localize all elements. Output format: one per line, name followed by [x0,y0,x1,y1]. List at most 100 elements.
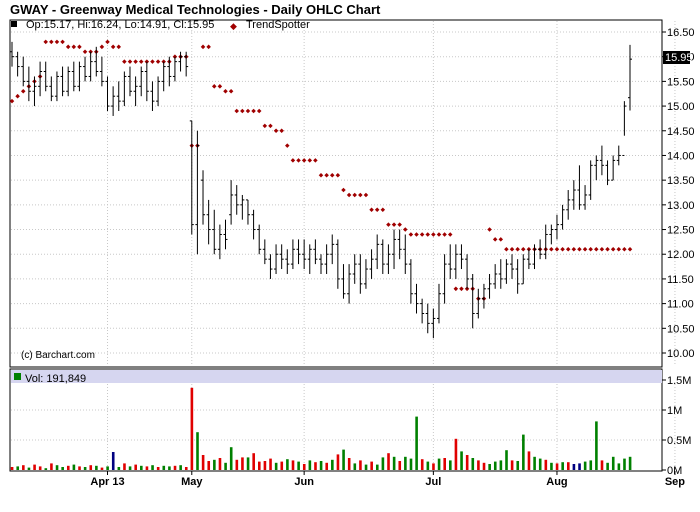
ohlc-bar [245,199,250,225]
volume-bar [606,462,609,470]
ohlc-bar [493,264,498,289]
volume-bar [61,467,64,470]
ohlc-bar [341,264,346,299]
ohlc-bar [195,130,200,255]
ohlc-bar [43,61,48,92]
volume-bar [443,458,446,470]
ohlc-bar [21,56,26,87]
ohlc-bar [49,76,54,102]
volume-bar [449,460,452,470]
ohlc-series [10,41,632,339]
trendspotter-point [155,59,161,64]
volume-bar [454,438,458,470]
volume-bar [128,466,132,470]
ohlc-bar [94,46,99,77]
volume-bar [162,465,166,470]
ohlc-bar [481,283,486,309]
volume-bar [482,462,486,470]
volume-bar [499,460,503,470]
volume-tick-label: 1.5M [667,375,691,387]
ohlc-bar [420,298,425,324]
ohlc-bar [122,71,127,107]
ohlc-bar [240,194,245,220]
ohlc-bar [543,224,548,260]
ohlc-bar [217,224,222,260]
trendspotter-point [110,44,116,50]
ohlc-bar [296,239,301,265]
volume-bar [488,464,491,470]
trendspotter-legend-label: TrendSpotter [246,19,310,31]
volume-legend-bar [11,370,662,383]
volume-bar [201,455,205,470]
trendspotter-point [133,59,138,64]
trendspotter-point [408,232,414,237]
price-tick-label: 10.50 [667,323,695,335]
volume-bar [184,467,188,470]
ohlc-bar [212,209,217,255]
ohlc-bar [397,229,402,260]
volume-bar [381,457,385,470]
volume-bar [516,461,520,470]
ohlc-bar [172,56,177,82]
ohlc-bar [504,259,509,284]
trendspotter-point [223,88,228,94]
trendspotter-point [116,44,122,50]
ohlc-bar [307,244,312,274]
ohlc-bar [167,56,172,87]
volume-bar [134,464,137,470]
volume-bar [578,463,581,470]
trendspotter-point [453,286,459,292]
x-tick-label: Apr 13 [90,476,124,488]
ohlc-bar [476,288,481,319]
volume-tick-label: 1M [667,405,682,417]
volume-panel [9,368,663,472]
volume-bar [544,459,548,470]
volume-bar [398,461,402,470]
ohlc-bar [88,51,93,82]
ohlc-bar [161,61,166,92]
trendspotter-point [313,158,318,163]
trendspotter-point [318,172,324,178]
volume-bar [415,416,418,470]
trendspotter-point [172,54,178,59]
trendspotter-point [20,88,26,94]
volume-bar [623,458,626,470]
volume-bar [353,463,357,470]
trendspotter-point [487,227,492,232]
volume-bar [252,453,255,470]
volume-bar [213,459,216,470]
ohlc-bar [583,185,588,210]
volume-bar [477,460,480,470]
ohlc-bar [133,76,138,107]
x-tick-label: Sep [665,476,685,488]
chart-title: GWAY - Greenway Medical Technologies - D… [10,2,381,17]
volume-bar [151,465,154,470]
volume-bar [342,449,345,470]
volume-bar [426,461,430,470]
trendspotter-point [380,207,386,213]
x-axis: Apr 13 May Jun Jul Aug Sep [90,471,685,488]
ohlc-bar [470,273,475,329]
volume-bar [274,462,278,470]
trendspotter-point [82,49,88,55]
trendspotter-point [290,158,296,163]
volume-bar [207,461,211,470]
volume-bar [89,465,93,470]
ohlc-legend-swatch [11,21,17,27]
volume-bar [583,461,587,470]
ohlc-bar [99,56,104,87]
volume-bar [66,465,70,470]
volume-bar [567,462,570,470]
ohlc-bar [392,229,397,270]
volume-bar [432,463,435,470]
ohlc-bar [66,66,71,97]
ohlc-bar [178,51,183,72]
volume-bar [286,459,289,470]
volume-bar [168,466,171,470]
ohlc-bar [622,101,627,156]
price-tick-label: 15.00 [667,101,695,113]
price-tick-label: 11.00 [667,299,694,311]
ohlc-bar [628,44,632,111]
ohlc-bar [352,254,357,284]
volume-bar [319,461,323,470]
